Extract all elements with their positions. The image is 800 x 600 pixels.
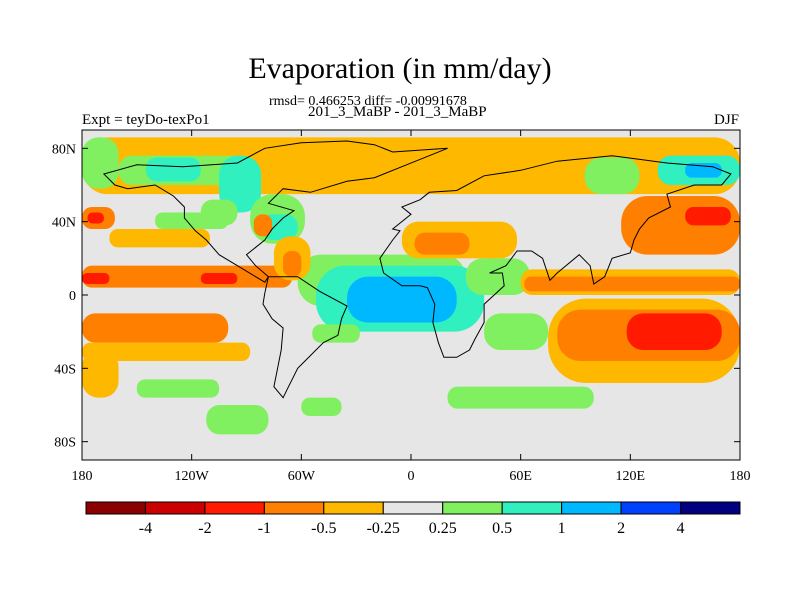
field-patch xyxy=(447,386,594,409)
colorbar-box xyxy=(323,501,384,515)
colorbar-box xyxy=(204,501,265,515)
stats-string: rmsd= 0.466253 diff= -0.00991678 xyxy=(269,94,467,109)
field-patch xyxy=(524,276,740,292)
colorbar-box xyxy=(263,501,325,515)
colorbar-label: 1 xyxy=(558,520,566,537)
field-patch xyxy=(347,276,457,323)
field-patch xyxy=(82,273,110,284)
field-patch xyxy=(136,379,220,398)
field-patch xyxy=(626,313,722,350)
x-tick-label: 120W xyxy=(175,469,210,484)
field-patch xyxy=(82,350,119,398)
coastline-layer xyxy=(102,140,732,399)
field-patch xyxy=(206,405,269,435)
coastline xyxy=(379,155,732,358)
y-tick-label: 40S xyxy=(54,362,76,377)
colorbar-box xyxy=(442,501,503,515)
colorbar-box xyxy=(501,501,563,515)
y-tick-label: 80S xyxy=(54,436,76,451)
left-string: Expt = teyDo-texPo1 xyxy=(82,112,210,128)
colorbar-label: -2 xyxy=(198,520,211,537)
field-patch xyxy=(82,342,251,361)
field-patch xyxy=(584,157,640,195)
field-patch xyxy=(621,196,740,255)
field-patch xyxy=(145,157,201,182)
coastline xyxy=(262,276,348,399)
field-patch xyxy=(301,397,342,416)
colorbar-label: 2 xyxy=(617,520,625,537)
colorbar-label: -0.5 xyxy=(311,520,336,537)
coastline xyxy=(102,140,448,283)
x-tick-label: 0 xyxy=(408,469,415,484)
x-tick-label: 180 xyxy=(730,469,751,484)
y-tick-label: 0 xyxy=(69,289,76,304)
field-patch xyxy=(82,313,229,343)
field-patch xyxy=(283,251,302,277)
x-tick-label: 180 xyxy=(72,469,93,484)
colorbar-label: 0.5 xyxy=(492,520,512,537)
colorbar-label: -0.25 xyxy=(367,520,400,537)
field-patch xyxy=(219,155,262,213)
field-patch xyxy=(109,229,210,248)
field-patch xyxy=(155,212,229,229)
x-tick-label: 60W xyxy=(288,469,316,484)
right-string: DJF xyxy=(714,112,740,128)
colorbar-box xyxy=(144,501,206,515)
plot-title: Evaporation (in mm/day) xyxy=(248,52,552,85)
colorbar-box xyxy=(85,501,146,515)
colorbar-box xyxy=(382,501,444,515)
field-patch xyxy=(87,212,104,224)
colorbar-box xyxy=(620,501,682,515)
field-patch xyxy=(484,313,549,350)
colorbar-label: 0.25 xyxy=(429,520,457,537)
field-patch xyxy=(82,265,293,288)
center-subtitle: 201_3_MaBP - 201_3_MaBP xyxy=(308,104,487,120)
field-patch xyxy=(465,258,530,295)
axes-layer: 180 120W 60W 0 60E 120E 180 80N 40N 0 40S 80S xyxy=(52,130,751,484)
colorbar-box xyxy=(680,501,741,515)
y-tick-label: 40N xyxy=(52,216,76,231)
field-patch xyxy=(414,232,470,255)
field-patch xyxy=(685,207,731,226)
x-tick-label: 60E xyxy=(509,469,532,484)
colorbar-label: -1 xyxy=(258,520,271,537)
colorbar-label: 4 xyxy=(677,520,685,537)
field-patch xyxy=(200,273,238,284)
field-patch xyxy=(82,137,119,189)
colorbar-box xyxy=(561,501,622,515)
colorbar: -4 -2 -1 -0.5 -0.25 0.25 0.5 1 2 4 xyxy=(85,501,741,537)
field-patch xyxy=(253,214,273,237)
y-tick-label: 80N xyxy=(52,142,76,157)
field-patch xyxy=(312,324,360,343)
field-layer xyxy=(82,137,740,435)
colorbar-label: -4 xyxy=(139,520,152,537)
x-tick-label: 120E xyxy=(616,469,646,484)
